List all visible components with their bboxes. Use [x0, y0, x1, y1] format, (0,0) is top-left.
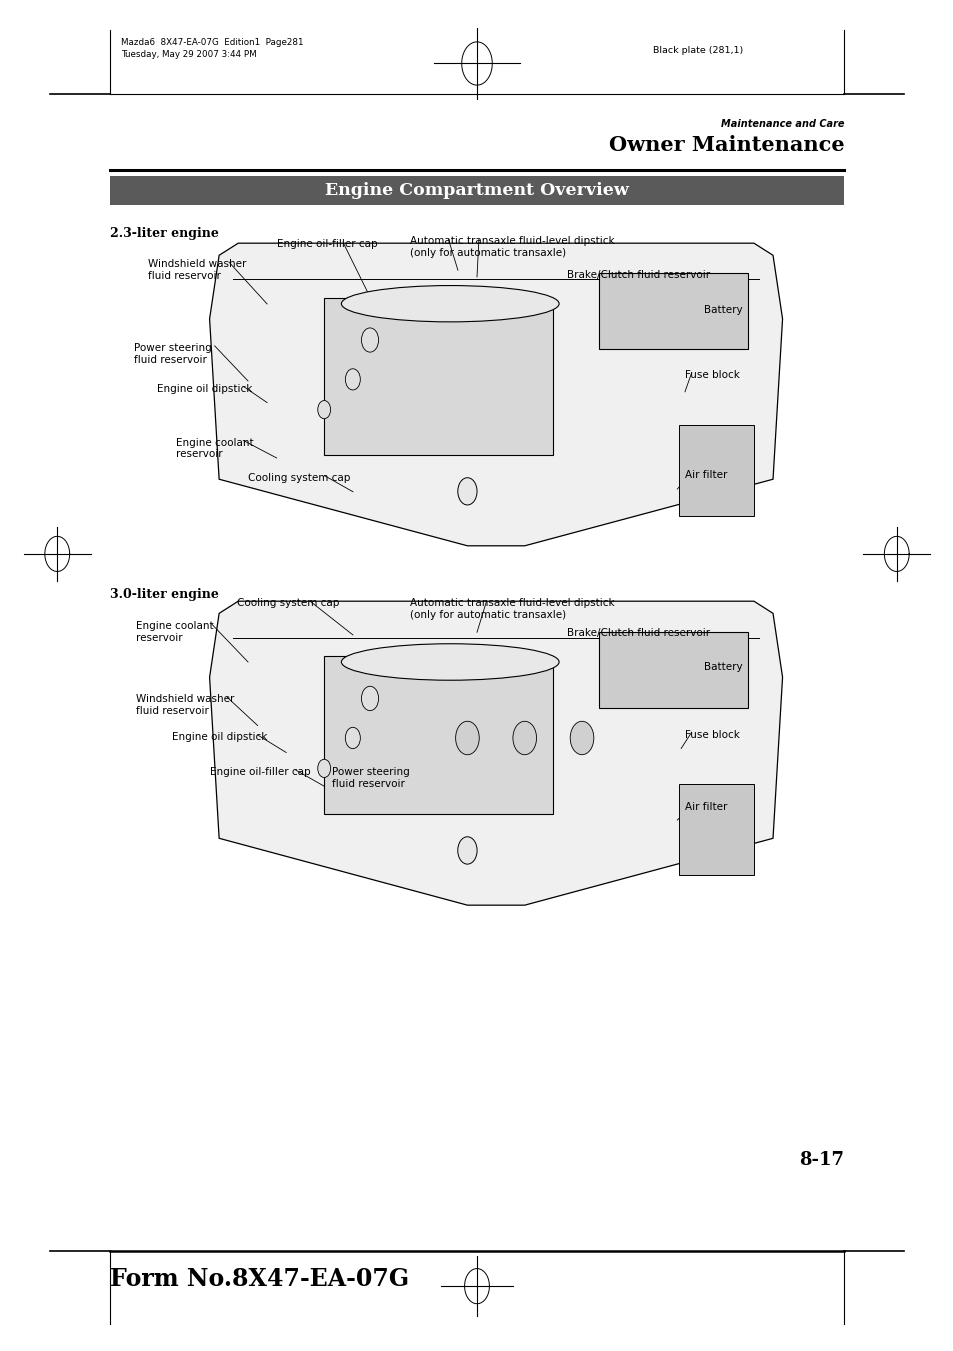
Text: Windshield washer
fluid reservoir: Windshield washer fluid reservoir	[136, 694, 234, 716]
Text: 8-17: 8-17	[799, 1151, 843, 1169]
Text: Mazda6  8X47-EA-07G  Edition1  Page281: Mazda6 8X47-EA-07G Edition1 Page281	[121, 38, 303, 47]
Text: Tuesday, May 29 2007 3:44 PM: Tuesday, May 29 2007 3:44 PM	[121, 50, 256, 59]
Text: Engine oil-filler cap: Engine oil-filler cap	[210, 767, 310, 777]
Circle shape	[457, 836, 476, 865]
Polygon shape	[324, 657, 553, 813]
Text: Battery: Battery	[703, 305, 741, 315]
Text: Maintenance and Care: Maintenance and Care	[720, 119, 843, 128]
Text: Brake/Clutch fluid reservoir: Brake/Clutch fluid reservoir	[566, 270, 709, 280]
Text: 2.3-liter engine: 2.3-liter engine	[110, 227, 218, 240]
Circle shape	[345, 369, 360, 390]
Text: Engine coolant
reservoir: Engine coolant reservoir	[176, 438, 253, 459]
Circle shape	[456, 721, 478, 755]
Circle shape	[317, 759, 331, 778]
Polygon shape	[679, 784, 753, 875]
Circle shape	[345, 727, 360, 748]
Text: Black plate (281,1): Black plate (281,1)	[653, 46, 743, 55]
Text: Engine Compartment Overview: Engine Compartment Overview	[325, 182, 628, 199]
Text: Owner Maintenance: Owner Maintenance	[608, 135, 843, 155]
Circle shape	[570, 721, 593, 755]
Polygon shape	[210, 243, 781, 546]
Text: Cooling system cap: Cooling system cap	[248, 473, 350, 482]
Text: Windshield washer
fluid reservoir: Windshield washer fluid reservoir	[148, 259, 246, 281]
Text: Brake/Clutch fluid reservoir: Brake/Clutch fluid reservoir	[566, 628, 709, 638]
Text: Engine oil dipstick: Engine oil dipstick	[172, 732, 267, 742]
Text: Power steering
fluid reservoir: Power steering fluid reservoir	[133, 343, 211, 365]
Polygon shape	[324, 297, 553, 455]
Polygon shape	[598, 273, 747, 349]
Text: Air filter: Air filter	[684, 802, 726, 812]
Circle shape	[457, 478, 476, 505]
Text: Automatic transaxle fluid-level dipstick
(only for automatic transaxle): Automatic transaxle fluid-level dipstick…	[410, 236, 614, 258]
Circle shape	[317, 400, 331, 419]
Circle shape	[513, 721, 536, 755]
Circle shape	[361, 686, 378, 711]
Text: Engine coolant
reservoir: Engine coolant reservoir	[136, 621, 213, 643]
Text: Form No.8X47-EA-07G: Form No.8X47-EA-07G	[110, 1267, 409, 1292]
Bar	[110, 176, 843, 205]
Text: Automatic transaxle fluid-level dipstick
(only for automatic transaxle): Automatic transaxle fluid-level dipstick…	[410, 598, 614, 620]
Text: Power steering
fluid reservoir: Power steering fluid reservoir	[332, 767, 409, 789]
Circle shape	[361, 328, 378, 353]
Text: Battery: Battery	[703, 662, 741, 671]
Text: Engine oil-filler cap: Engine oil-filler cap	[276, 239, 376, 249]
Polygon shape	[679, 424, 753, 516]
Text: Air filter: Air filter	[684, 470, 726, 480]
Polygon shape	[598, 631, 747, 708]
Ellipse shape	[341, 644, 558, 681]
Ellipse shape	[341, 285, 558, 322]
Text: Fuse block: Fuse block	[684, 730, 740, 739]
Text: Fuse block: Fuse block	[684, 370, 740, 380]
Polygon shape	[210, 601, 781, 905]
Text: Cooling system cap: Cooling system cap	[236, 598, 338, 608]
Text: Engine oil dipstick: Engine oil dipstick	[157, 384, 253, 393]
Text: 3.0-liter engine: 3.0-liter engine	[110, 588, 218, 601]
